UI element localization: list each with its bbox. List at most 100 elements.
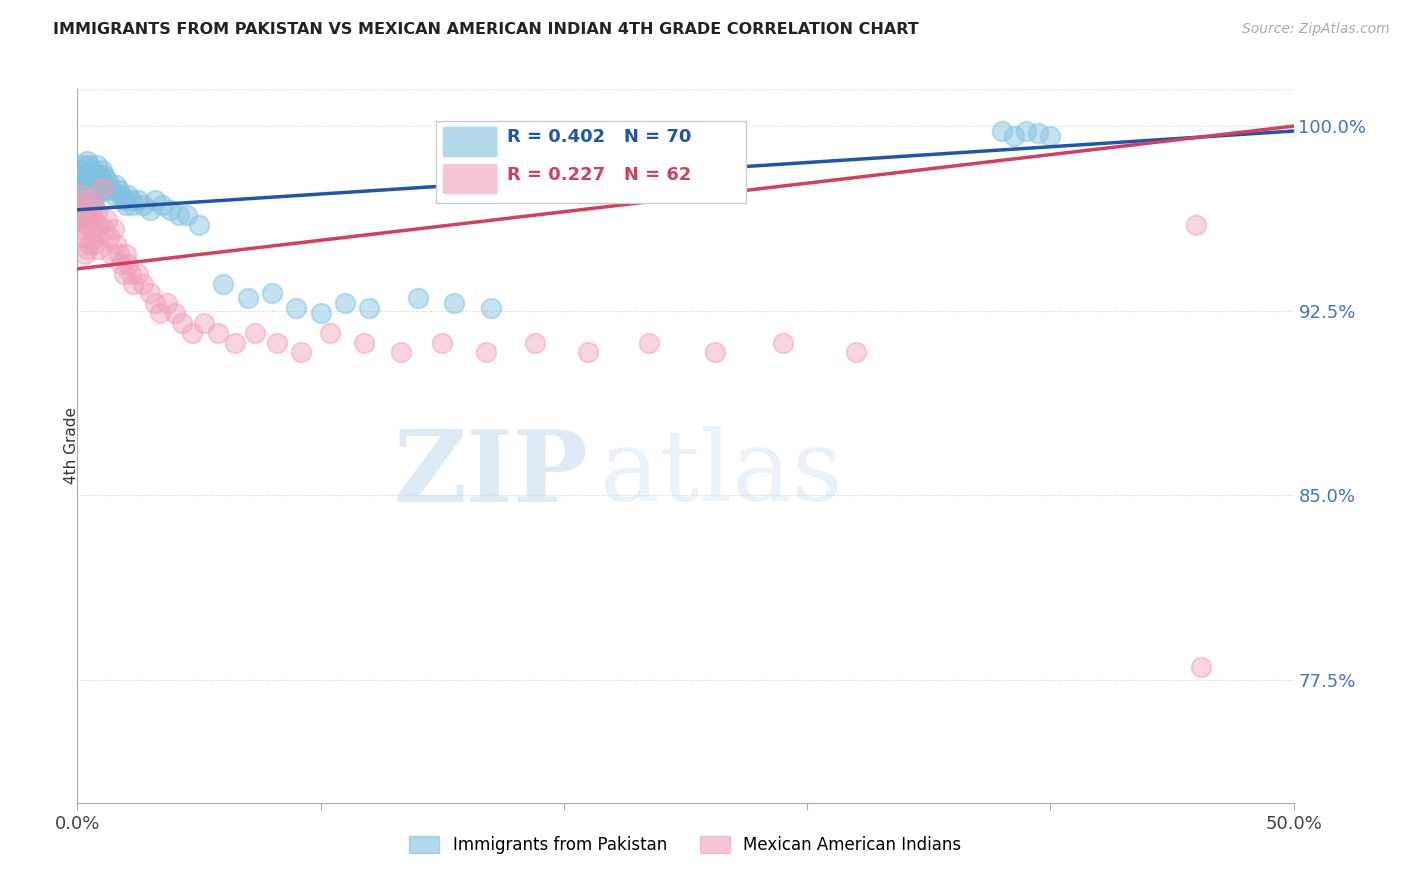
Point: [243, 326, 266, 340]
Point: [73, 230, 96, 244]
Point: [69, 198, 91, 212]
Point: [176, 208, 198, 222]
Point: [70, 159, 93, 173]
Point: [333, 296, 356, 310]
Point: [70, 188, 93, 202]
Point: [76, 183, 98, 197]
Point: [79, 212, 101, 227]
Point: [97, 230, 120, 244]
Point: [73, 169, 96, 183]
Point: [143, 296, 166, 310]
Point: [105, 178, 128, 193]
Point: [120, 267, 142, 281]
Point: [79, 188, 101, 202]
Point: [443, 296, 465, 310]
Point: [224, 335, 246, 350]
Point: [188, 218, 211, 232]
FancyBboxPatch shape: [441, 163, 498, 194]
Point: [156, 296, 179, 310]
Point: [117, 257, 139, 271]
Point: [79, 173, 101, 187]
Point: [73, 198, 96, 212]
Point: [110, 188, 132, 202]
Point: [430, 335, 453, 350]
Point: [406, 291, 429, 305]
Point: [86, 230, 108, 244]
Point: [389, 345, 412, 359]
Point: [90, 180, 112, 194]
Point: [70, 202, 93, 217]
Point: [107, 247, 129, 261]
Point: [105, 237, 128, 252]
Point: [207, 326, 229, 340]
Point: [83, 183, 105, 197]
Point: [703, 345, 725, 359]
Point: [990, 124, 1012, 138]
Point: [169, 208, 191, 222]
Point: [73, 247, 96, 261]
Point: [132, 277, 155, 291]
Point: [69, 222, 91, 236]
Point: [1189, 660, 1212, 674]
Text: ZIP: ZIP: [394, 426, 588, 523]
Point: [152, 198, 174, 212]
Point: [86, 173, 108, 187]
Point: [110, 257, 132, 271]
Point: [93, 169, 115, 183]
Point: [79, 159, 101, 173]
Point: [845, 345, 868, 359]
Point: [76, 242, 98, 256]
Point: [139, 202, 162, 217]
Point: [319, 326, 342, 340]
Point: [122, 277, 145, 291]
Point: [285, 301, 308, 316]
Point: [523, 335, 546, 350]
Point: [103, 188, 125, 202]
Point: [149, 306, 172, 320]
Point: [266, 335, 288, 350]
Point: [112, 193, 135, 207]
Point: [1026, 127, 1049, 141]
Legend: Immigrants from Pakistan, Mexican American Indians: Immigrants from Pakistan, Mexican Americ…: [401, 828, 970, 863]
Point: [96, 212, 118, 227]
Point: [76, 212, 98, 227]
Point: [89, 169, 111, 183]
Point: [89, 218, 111, 232]
Point: [236, 291, 259, 305]
Y-axis label: 4th Grade: 4th Grade: [65, 408, 79, 484]
Point: [69, 178, 91, 193]
Point: [79, 237, 101, 252]
Point: [309, 306, 332, 320]
Point: [1039, 128, 1062, 143]
Point: [73, 205, 96, 219]
Point: [127, 267, 149, 281]
Point: [212, 277, 235, 291]
Point: [100, 183, 122, 197]
Point: [159, 202, 181, 217]
Point: [103, 222, 125, 236]
Point: [479, 301, 502, 316]
Point: [76, 169, 98, 183]
Point: [1185, 218, 1208, 232]
Point: [115, 198, 138, 212]
Point: [1002, 128, 1025, 143]
Point: [83, 198, 105, 212]
Point: [120, 193, 142, 207]
Point: [83, 237, 105, 252]
Point: [69, 163, 91, 178]
Point: [1015, 124, 1038, 138]
Point: [170, 316, 193, 330]
Point: [143, 193, 166, 207]
Point: [638, 335, 661, 350]
Point: [353, 335, 375, 350]
Point: [80, 193, 103, 207]
FancyBboxPatch shape: [436, 121, 747, 203]
Text: Source: ZipAtlas.com: Source: ZipAtlas.com: [1241, 22, 1389, 37]
Point: [76, 218, 98, 232]
Point: [359, 301, 381, 316]
Point: [180, 326, 202, 340]
Point: [163, 306, 186, 320]
Point: [90, 178, 112, 193]
Text: atlas: atlas: [600, 426, 844, 523]
Point: [90, 163, 112, 178]
